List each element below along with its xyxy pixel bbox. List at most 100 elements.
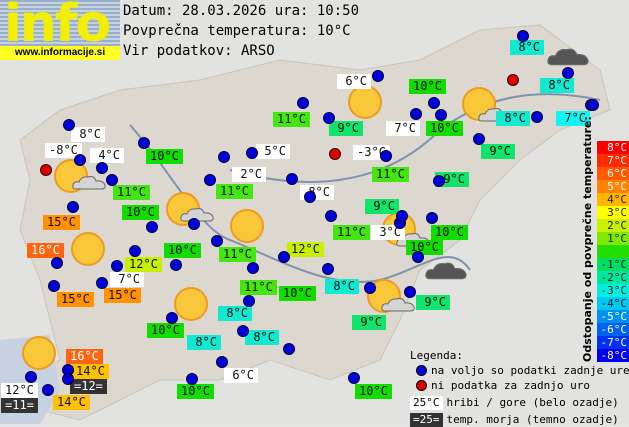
station-temperature[interactable]: 11°C bbox=[333, 225, 370, 240]
station-temperature[interactable]: 11°C bbox=[273, 112, 310, 127]
station-temperature[interactable]: 3°C bbox=[371, 225, 405, 240]
station-temperature[interactable]: 8°C bbox=[71, 127, 105, 142]
station-temperature[interactable]: 9°C bbox=[352, 315, 386, 330]
station-dot-icon[interactable] bbox=[278, 251, 290, 263]
station-temperature[interactable]: -8°C bbox=[45, 143, 82, 158]
station-dot-icon[interactable] bbox=[188, 218, 200, 230]
station-dot-icon[interactable] bbox=[428, 97, 440, 109]
station-dot-icon[interactable] bbox=[433, 175, 445, 187]
station-temperature[interactable]: 8°C bbox=[245, 330, 279, 345]
station-temperature[interactable]: 14°C bbox=[72, 364, 109, 379]
station-temperature[interactable]: 8°C bbox=[540, 78, 574, 93]
station-temperature[interactable]: 11°C bbox=[216, 184, 253, 199]
station-temperature[interactable]: 9°C bbox=[329, 121, 363, 136]
station-temperature[interactable]: 10°C bbox=[409, 79, 446, 94]
station-dot-icon[interactable] bbox=[204, 174, 216, 186]
station-dot-icon[interactable] bbox=[404, 286, 416, 298]
station-dot-icon[interactable] bbox=[364, 282, 376, 294]
station-dot-icon[interactable] bbox=[304, 191, 316, 203]
station-temperature[interactable]: 10°C bbox=[279, 286, 316, 301]
station-temperature[interactable]: 11°C bbox=[219, 247, 256, 262]
station-temperature[interactable]: 12°C bbox=[125, 257, 162, 272]
station-dot-icon[interactable] bbox=[372, 70, 384, 82]
station-temperature[interactable]: 4°C bbox=[90, 148, 124, 163]
station-dot-icon[interactable] bbox=[211, 235, 223, 247]
station-temperature[interactable]: 15°C bbox=[104, 288, 141, 303]
station-dot-icon[interactable] bbox=[111, 260, 123, 272]
station-dot-icon[interactable] bbox=[410, 108, 422, 120]
station-temperature[interactable]: 7°C bbox=[556, 111, 590, 126]
station-dot-icon[interactable] bbox=[106, 174, 118, 186]
station-temperature[interactable]: 2°C bbox=[232, 167, 266, 182]
station-dot-icon[interactable] bbox=[25, 371, 37, 383]
station-dot-icon[interactable] bbox=[380, 150, 392, 162]
station-temperature[interactable]: 10°C bbox=[431, 225, 468, 240]
station-dot-icon[interactable] bbox=[166, 312, 178, 324]
station-temperature[interactable]: 8°C bbox=[496, 111, 530, 126]
station-dot-icon[interactable] bbox=[170, 259, 182, 271]
station-dot-icon[interactable] bbox=[473, 133, 485, 145]
station-temperature[interactable]: 11°C bbox=[372, 167, 409, 182]
station-dot-icon[interactable] bbox=[138, 137, 150, 149]
station-temperature[interactable]: 8°C bbox=[218, 306, 252, 321]
station-dot-icon[interactable] bbox=[62, 373, 74, 385]
station-temperature[interactable]: 12°C bbox=[1, 383, 38, 398]
station-dot-icon[interactable] bbox=[286, 173, 298, 185]
station-dot-icon[interactable] bbox=[74, 154, 86, 166]
station-temperature[interactable]: 5°C bbox=[256, 144, 290, 159]
station-dot-icon[interactable] bbox=[517, 30, 529, 42]
station-temperature[interactable]: 11°C bbox=[113, 185, 150, 200]
station-dot-icon[interactable] bbox=[218, 151, 230, 163]
station-temperature[interactable]: =11= bbox=[1, 398, 38, 413]
station-temperature[interactable]: 6°C bbox=[224, 368, 258, 383]
station-temperature[interactable]: 10°C bbox=[146, 149, 183, 164]
station-temperature[interactable]: 14°C bbox=[53, 395, 90, 410]
station-dot-icon[interactable] bbox=[412, 251, 424, 263]
station-dot-icon[interactable] bbox=[216, 356, 228, 368]
station-dot-icon[interactable] bbox=[129, 245, 141, 257]
station-temperature[interactable]: 10°C bbox=[406, 240, 443, 255]
station-temperature[interactable]: 12°C bbox=[287, 242, 324, 257]
station-dot-icon[interactable] bbox=[246, 147, 258, 159]
station-temperature[interactable]: 9°C bbox=[481, 144, 515, 159]
station-temperature[interactable]: 10°C bbox=[164, 243, 201, 258]
station-dot-icon[interactable] bbox=[562, 67, 574, 79]
station-temperature[interactable]: 10°C bbox=[147, 323, 184, 338]
station-dot-icon[interactable] bbox=[297, 97, 309, 109]
station-dot-icon[interactable] bbox=[42, 384, 54, 396]
station-temperature[interactable]: 10°C bbox=[426, 121, 463, 136]
station-dot-icon[interactable] bbox=[186, 373, 198, 385]
station-dot-icon[interactable] bbox=[51, 257, 63, 269]
station-temperature[interactable]: 8°C bbox=[510, 40, 544, 55]
logo[interactable]: info www.informacije.si bbox=[0, 0, 120, 60]
station-temperature[interactable]: =12= bbox=[70, 379, 107, 394]
station-temperature[interactable]: 11°C bbox=[240, 280, 277, 295]
station-dot-icon[interactable] bbox=[323, 112, 335, 124]
station-dot-icon[interactable] bbox=[48, 280, 60, 292]
station-dot-icon[interactable] bbox=[96, 162, 108, 174]
station-temperature[interactable]: 10°C bbox=[177, 384, 214, 399]
station-dot-icon[interactable] bbox=[96, 277, 108, 289]
station-temperature[interactable]: 6°C bbox=[337, 74, 371, 89]
missing-station-dot-icon[interactable] bbox=[507, 74, 519, 86]
station-temperature[interactable]: 9°C bbox=[365, 199, 399, 214]
station-temperature[interactable]: 10°C bbox=[122, 205, 159, 220]
station-dot-icon[interactable] bbox=[531, 111, 543, 123]
station-dot-icon[interactable] bbox=[322, 263, 334, 275]
station-temperature[interactable]: 10°C bbox=[355, 384, 392, 399]
station-temperature[interactable]: 15°C bbox=[57, 292, 94, 307]
station-temperature[interactable]: 7°C bbox=[386, 121, 420, 136]
station-dot-icon[interactable] bbox=[435, 109, 447, 121]
station-temperature[interactable]: 8°C bbox=[187, 335, 221, 350]
logo-url[interactable]: www.informacije.si bbox=[0, 46, 120, 60]
station-temperature[interactable]: 8°C bbox=[325, 279, 359, 294]
station-dot-icon[interactable] bbox=[146, 221, 158, 233]
station-temperature[interactable]: 15°C bbox=[43, 215, 80, 230]
station-dot-icon[interactable] bbox=[63, 119, 75, 131]
station-dot-icon[interactable] bbox=[348, 372, 360, 384]
station-dot-icon[interactable] bbox=[396, 210, 408, 222]
station-dot-icon[interactable] bbox=[587, 99, 599, 111]
station-dot-icon[interactable] bbox=[243, 295, 255, 307]
station-dot-icon[interactable] bbox=[247, 262, 259, 274]
station-temperature[interactable]: 16°C bbox=[27, 243, 64, 258]
